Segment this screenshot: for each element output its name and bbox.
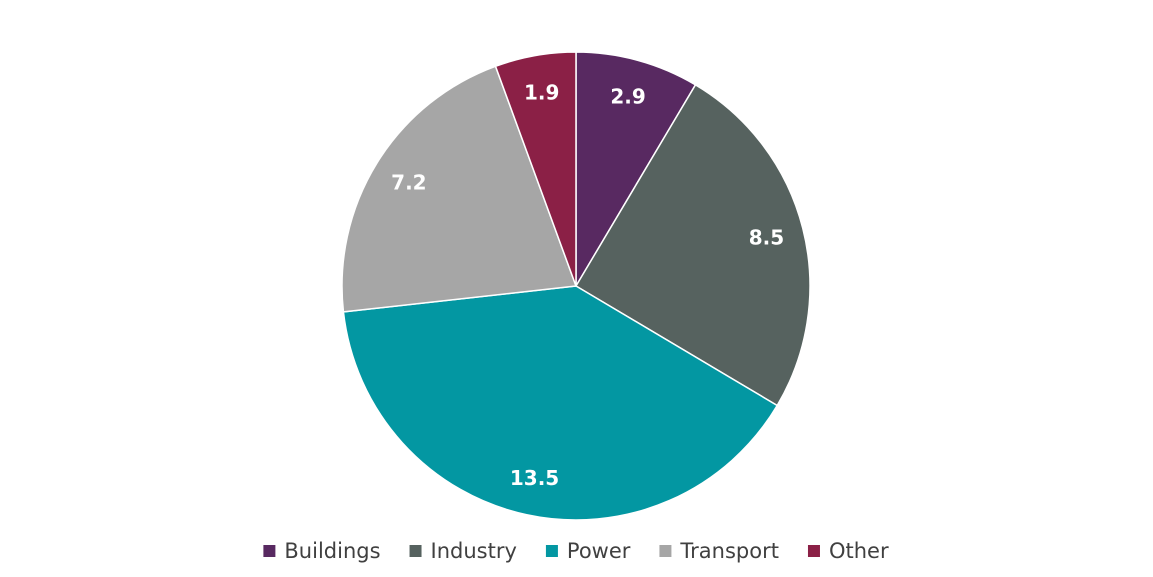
legend-swatch-transport [659,545,672,557]
pie-slices [341,51,811,521]
legend: Buildings Industry Power Transport Other [263,539,889,563]
legend-label-power: Power [567,539,631,563]
data-label-other: 1.9 [524,80,559,104]
data-label-buildings: 2.9 [610,84,645,108]
legend-item-transport: Transport [659,539,779,563]
legend-swatch-industry [409,545,422,557]
pie-slice-power [342,285,779,521]
legend-item-power: Power [545,539,631,563]
legend-item-industry: Industry [409,539,517,563]
pie-data-labels: 2.9 8.5 13.5 7.2 1.9 [391,80,784,490]
legend-label-buildings: Buildings [284,539,380,563]
legend-item-other: Other [807,539,889,563]
data-label-power: 13.5 [510,466,559,490]
legend-label-transport: Transport [679,539,779,563]
data-label-transport: 7.2 [391,171,426,195]
pie-slice-other [494,51,577,287]
legend-item-buildings: Buildings [263,539,381,563]
pie-slice-industry [574,83,811,407]
legend-label-other: Other [829,539,889,563]
legend-swatch-power [545,545,558,557]
legend-label-industry: Industry [431,539,517,563]
pie-slice-buildings [575,51,697,289]
legend-swatch-buildings [263,545,276,557]
legend-swatch-other [807,545,820,557]
data-label-industry: 8.5 [749,225,784,249]
